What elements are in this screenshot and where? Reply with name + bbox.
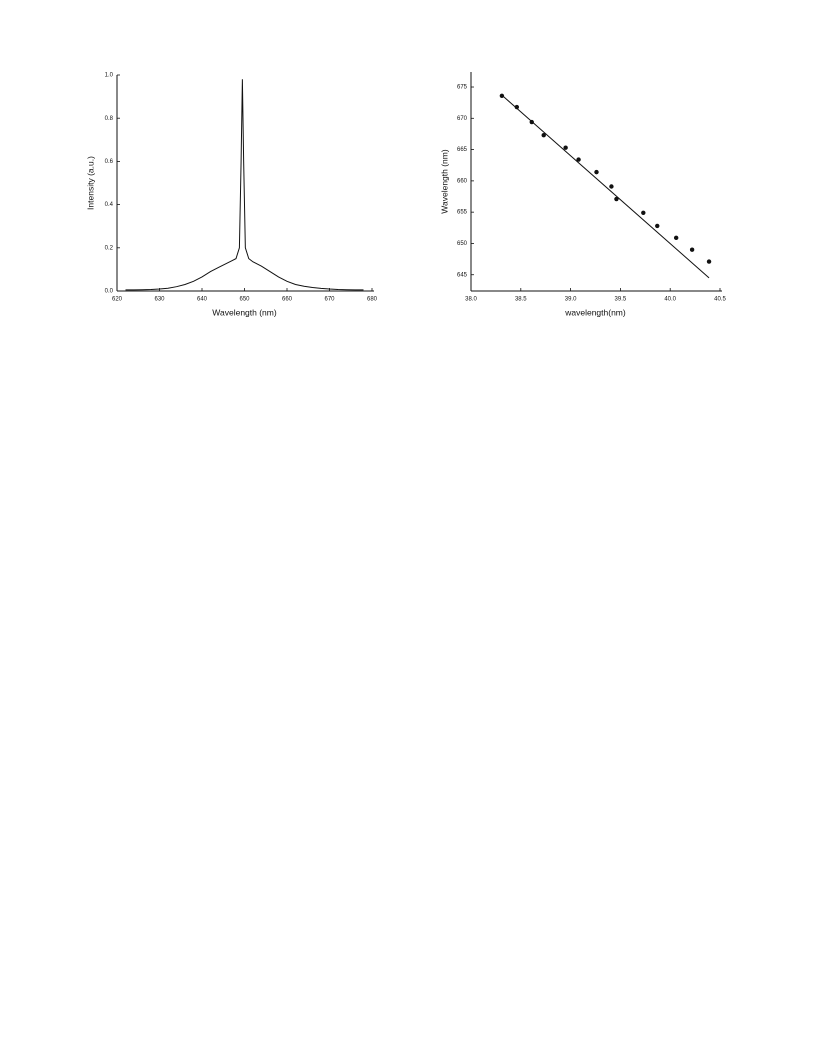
data-point bbox=[689, 247, 695, 252]
x-tick-label: 630 bbox=[154, 297, 165, 303]
x-tick-label: 680 bbox=[367, 297, 378, 303]
y-tick-label: 660 bbox=[457, 178, 468, 184]
x-tick-label: 39.5 bbox=[615, 297, 627, 303]
x-tick-label: 640 bbox=[197, 297, 208, 303]
x-tick-label: 40.0 bbox=[664, 297, 676, 303]
y-tick-label: 645 bbox=[457, 272, 468, 278]
x-axis-label: Wavelength (nm) bbox=[212, 307, 277, 317]
x-axis-label: wavelength(nm) bbox=[564, 307, 626, 317]
x-tick-label: 38.0 bbox=[465, 297, 477, 303]
x-tick-label: 620 bbox=[112, 297, 123, 303]
y-tick-label: 0.6 bbox=[105, 159, 114, 165]
y-axis-label: Intensity (a.u.) bbox=[85, 156, 95, 210]
data-point bbox=[641, 210, 646, 215]
y-tick-label: 1.0 bbox=[105, 73, 114, 79]
x-tick-label: 650 bbox=[239, 297, 250, 303]
data-point bbox=[706, 259, 712, 264]
y-tick-label: 670 bbox=[457, 116, 468, 122]
data-point bbox=[673, 235, 679, 241]
data-point bbox=[563, 145, 568, 150]
y-tick-label: 0.8 bbox=[105, 116, 114, 122]
data-point bbox=[655, 223, 660, 229]
y-tick-label: 0.0 bbox=[105, 289, 114, 295]
data-point bbox=[514, 104, 520, 110]
y-tick-label: 0.4 bbox=[105, 202, 114, 208]
x-tick-label: 39.0 bbox=[565, 297, 577, 303]
data-point bbox=[541, 132, 546, 138]
data-point bbox=[609, 184, 614, 189]
y-tick-label: 650 bbox=[457, 241, 468, 247]
x-tick-label: 660 bbox=[282, 297, 293, 303]
y-axis-label: Wavelength (nm) bbox=[439, 149, 449, 214]
x-tick-label: 670 bbox=[324, 297, 335, 303]
fit-line bbox=[501, 94, 710, 279]
y-tick-label: 675 bbox=[457, 85, 468, 91]
y-tick-label: 0.2 bbox=[105, 245, 114, 251]
x-tick-label: 40.5 bbox=[714, 297, 726, 303]
data-point bbox=[576, 157, 581, 162]
x-tick-label: 38.5 bbox=[515, 297, 527, 303]
data-point bbox=[594, 169, 599, 175]
y-tick-label: 655 bbox=[457, 210, 468, 216]
data-point bbox=[614, 196, 619, 202]
spectrum-line bbox=[125, 79, 364, 291]
y-tick-label: 665 bbox=[457, 147, 468, 153]
